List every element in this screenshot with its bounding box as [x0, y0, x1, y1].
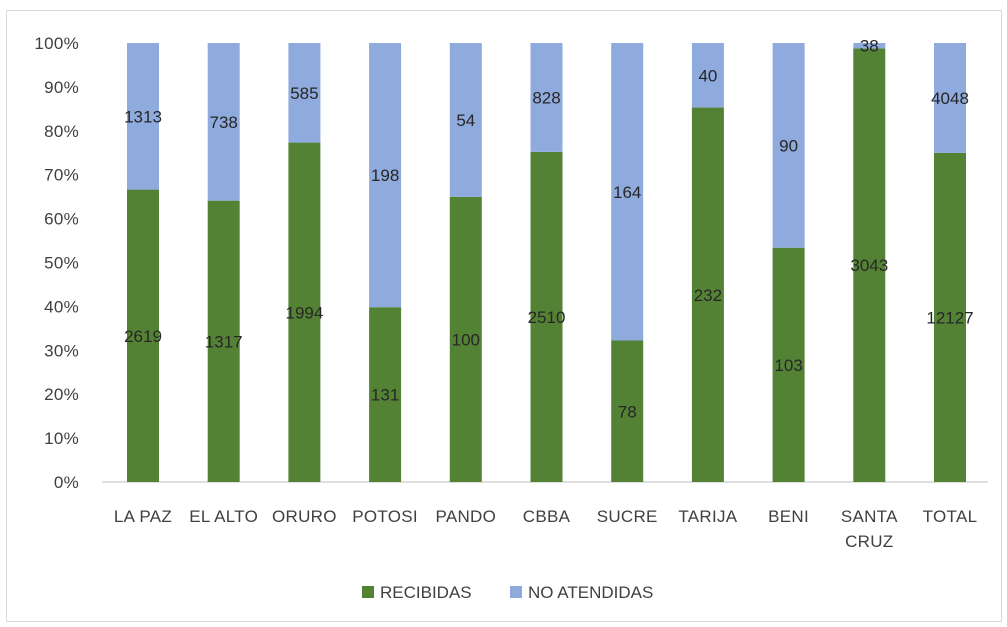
bar-recibidas — [853, 48, 886, 482]
bar-no-atendidas — [611, 43, 644, 341]
data-label-recibidas: 103 — [774, 356, 802, 375]
data-label-recibidas: 131 — [371, 386, 399, 405]
bar-no-atendidas — [207, 43, 240, 201]
chart-frame — [6, 10, 1002, 622]
bar-recibidas — [127, 189, 159, 482]
bar-no-atendidas — [127, 43, 159, 190]
bar-no-atendidas — [772, 43, 805, 248]
data-label-recibidas: 100 — [452, 330, 480, 349]
x-tick-label: SANTA — [841, 507, 898, 526]
bar-recibidas — [369, 307, 402, 482]
y-tick-label: 60% — [44, 210, 79, 229]
data-label-no-atendidas: 54 — [456, 111, 475, 130]
x-tick-label: LA PAZ — [114, 507, 172, 526]
legend-label-no-atendidas: NO ATENDIDAS — [528, 583, 653, 602]
x-tick-label: BENI — [768, 507, 809, 526]
data-label-no-atendidas: 198 — [371, 166, 399, 185]
bar-recibidas — [288, 142, 321, 483]
y-tick-label: 10% — [44, 429, 79, 448]
data-label-no-atendidas: 1313 — [124, 107, 162, 126]
y-tick-label: 80% — [44, 122, 79, 141]
y-tick-label: 20% — [44, 385, 79, 404]
data-label-no-atendidas: 164 — [613, 183, 641, 202]
legend-swatch-recibidas — [362, 586, 374, 598]
data-label-recibidas: 232 — [694, 286, 722, 305]
x-tick-label: POTOSI — [352, 507, 418, 526]
y-tick-label: 40% — [44, 297, 79, 316]
bar-no-atendidas — [530, 43, 563, 152]
x-tick-label: TOTAL — [923, 507, 978, 526]
bar-recibidas — [611, 340, 644, 482]
x-tick-label: CBBA — [523, 507, 571, 526]
bar-no-atendidas — [288, 43, 321, 143]
bar-recibidas — [691, 107, 724, 482]
data-label-no-atendidas: 90 — [779, 136, 798, 155]
bar-no-atendidas — [691, 43, 724, 108]
x-tick-label: PANDO — [435, 507, 496, 526]
legend-label-recibidas: RECIBIDAS — [380, 583, 472, 602]
y-tick-label: 0% — [54, 473, 79, 492]
data-label-no-atendidas: 38 — [860, 37, 879, 56]
y-tick-label: 100% — [34, 34, 79, 53]
data-label-recibidas: 1317 — [205, 332, 243, 351]
y-tick-label: 50% — [44, 254, 79, 273]
data-label-recibidas: 78 — [618, 402, 637, 421]
data-label-recibidas: 3043 — [850, 256, 888, 275]
bar-recibidas — [934, 152, 966, 482]
x-tick-label: EL ALTO — [189, 507, 258, 526]
data-label-recibidas: 12127 — [926, 308, 973, 327]
x-tick-label: TARIJA — [678, 507, 737, 526]
x-tick-label: ORURO — [272, 507, 337, 526]
bar-recibidas — [207, 200, 240, 483]
y-tick-label: 70% — [44, 166, 79, 185]
x-tick-label: CRUZ — [845, 532, 893, 551]
bar-no-atendidas — [369, 43, 402, 308]
data-label-recibidas: 2619 — [124, 327, 162, 346]
bar-no-atendidas — [449, 43, 482, 197]
data-label-no-atendidas: 4048 — [931, 89, 969, 108]
bar-recibidas — [772, 247, 805, 482]
legend-swatch-no-atendidas — [510, 586, 522, 598]
bar-no-atendidas — [853, 43, 886, 49]
x-tick-label: SUCRE — [597, 507, 658, 526]
y-tick-label: 30% — [44, 341, 79, 360]
y-tick-label: 90% — [44, 78, 79, 97]
data-label-no-atendidas: 738 — [210, 113, 238, 132]
data-label-no-atendidas: 40 — [698, 66, 717, 85]
data-label-recibidas: 1994 — [285, 303, 323, 322]
bar-recibidas — [449, 196, 482, 482]
data-label-recibidas: 2510 — [528, 308, 566, 327]
data-label-no-atendidas: 585 — [290, 84, 318, 103]
bar-no-atendidas — [934, 43, 966, 153]
bar-recibidas — [530, 151, 563, 482]
data-label-no-atendidas: 828 — [532, 88, 560, 107]
